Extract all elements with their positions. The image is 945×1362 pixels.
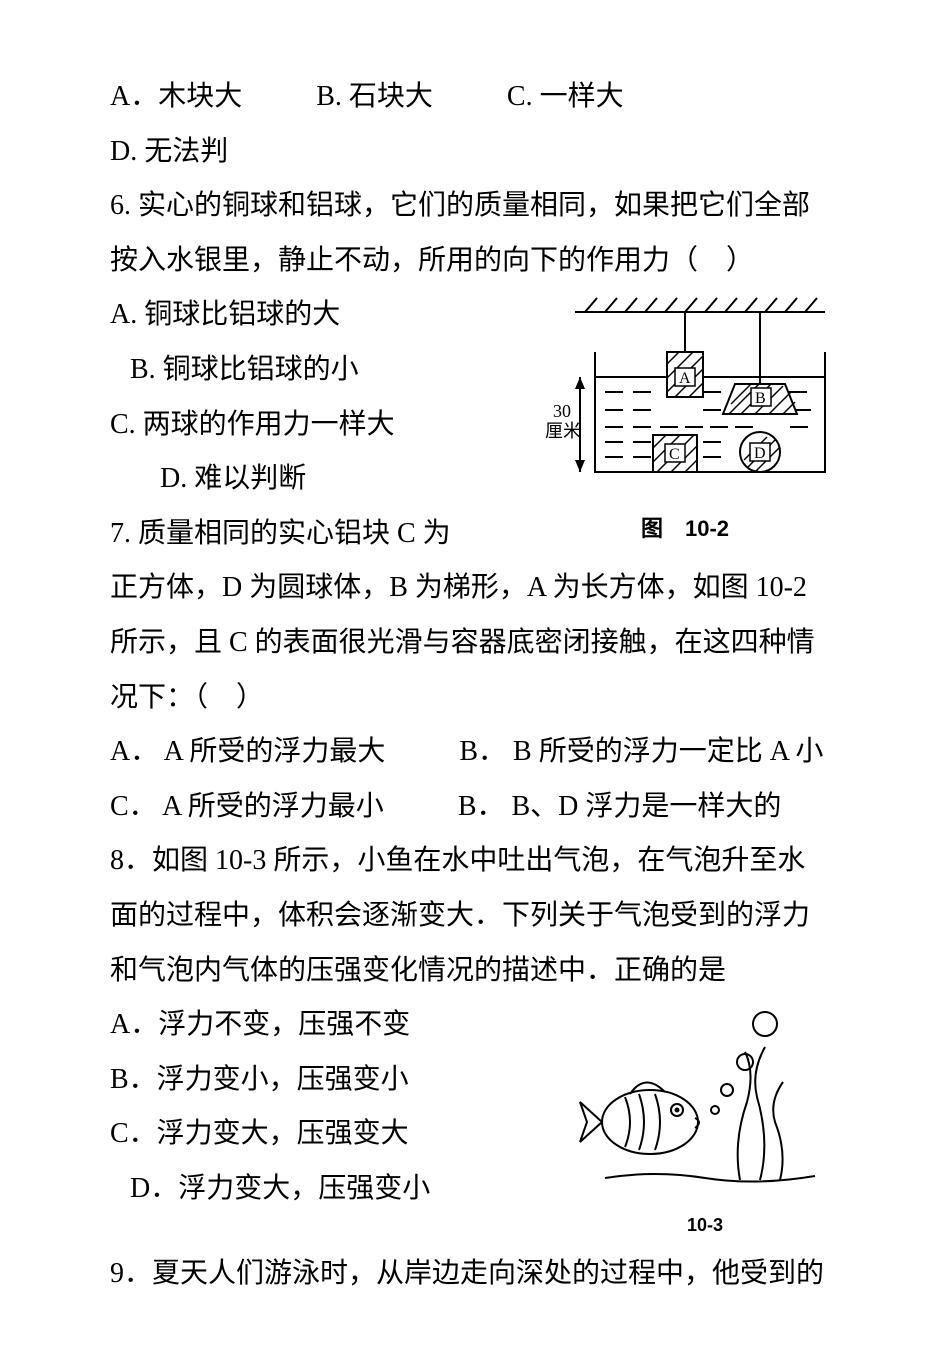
- q7-opt-c: C． A 所受的浮力最小: [110, 791, 384, 822]
- q7-stem-line1: 7. 质量相同的实心铝块 C 为: [110, 507, 835, 562]
- q9-stem-line1: 9．夏天人们游泳时，从岸边走向深处的过程中，他受到的: [110, 1247, 835, 1302]
- q6-opt-c: C. 两球的作用力一样大: [110, 398, 835, 453]
- q5-opt-b: B. 石块大: [316, 70, 433, 125]
- q7-stem-line3: 所示，且 C 的表面很光滑与容器底密闭接触，在这四种情: [110, 616, 835, 671]
- q6-opt-d: D. 难以判断: [110, 452, 835, 507]
- q8-opt-b: B．浮力变小，压强变小: [110, 1053, 835, 1108]
- q6-stem-line1: 6. 实心的铜球和铝球，它们的质量相同，如果把它们全部: [110, 179, 835, 234]
- q5-opt-a: A．木块大: [110, 70, 242, 125]
- q7-opt-b: B． B 所受的浮力一定比 A 小: [459, 736, 823, 767]
- q7-opt-a: A． A 所受的浮力最大: [110, 736, 385, 767]
- q8-stem-line1: 8．如图 10-3 所示，小鱼在水中吐出气泡，在气泡升至水: [110, 834, 835, 889]
- q8-stem-line2: 面的过程中，体积会逐渐变大．下列关于气泡受到的浮力: [110, 889, 835, 944]
- q6-opt-a: A. 铜球比铝球的大: [110, 288, 835, 343]
- q8-opt-a: A．浮力不变，压强不变: [110, 998, 835, 1053]
- q7-stem-line2: 正方体，D 为圆球体，B 为梯形，A 为长方体，如图 10-2: [110, 561, 835, 616]
- q5-opt-d: D. 无法判: [110, 125, 228, 180]
- q6-stem-line2: 按入水银里，静止不动，所用的向下的作用力（ ）: [110, 234, 835, 289]
- q7-stem-line4: 况下：（ ）: [110, 671, 835, 726]
- q6-opt-b: B. 铜球比铝球的小: [110, 343, 835, 398]
- q5-options: A．木块大 B. 石块大 C. 一样大 D. 无法判: [110, 70, 835, 179]
- q8-stem-line3: 和气泡内气体的压强变化情况的描述中．正确的是: [110, 944, 835, 999]
- q7-opts-row2: C． A 所受的浮力最小 B． B、D 浮力是一样大的: [110, 780, 835, 835]
- q7-opts-row1: A． A 所受的浮力最大 B． B 所受的浮力一定比 A 小: [110, 725, 835, 780]
- q8-opt-d: D．浮力变大，压强变小: [110, 1162, 835, 1217]
- q8-opt-c: C．浮力变大，压强变大: [110, 1107, 835, 1162]
- q7-opt-d: B． B、D 浮力是一样大的: [458, 791, 782, 822]
- q5-opt-c: C. 一样大: [507, 70, 624, 125]
